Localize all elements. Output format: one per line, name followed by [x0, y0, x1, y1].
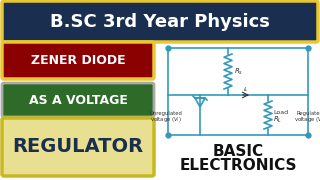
FancyBboxPatch shape: [2, 42, 154, 79]
FancyBboxPatch shape: [2, 83, 154, 117]
Text: Load: Load: [273, 111, 288, 116]
FancyBboxPatch shape: [2, 118, 154, 176]
Text: $R_L$: $R_L$: [273, 115, 282, 125]
Text: Regulated: Regulated: [297, 111, 320, 116]
Text: B.SC 3rd Year Physics: B.SC 3rd Year Physics: [50, 13, 270, 31]
Text: voltage $(V_i)$: voltage $(V_i)$: [150, 114, 182, 123]
Text: Unregulated: Unregulated: [149, 111, 182, 116]
Text: ZENER DIODE: ZENER DIODE: [31, 55, 125, 68]
Text: voltage $(V_o)$: voltage $(V_o)$: [293, 114, 320, 123]
Text: BASIC: BASIC: [212, 145, 264, 159]
Text: AS A VOLTAGE: AS A VOLTAGE: [28, 93, 127, 107]
Text: $R_s$: $R_s$: [234, 66, 243, 77]
FancyBboxPatch shape: [2, 1, 318, 42]
Text: $I_L$: $I_L$: [243, 85, 249, 94]
Text: REGULATOR: REGULATOR: [12, 138, 144, 156]
Text: ELECTRONICS: ELECTRONICS: [179, 158, 297, 172]
